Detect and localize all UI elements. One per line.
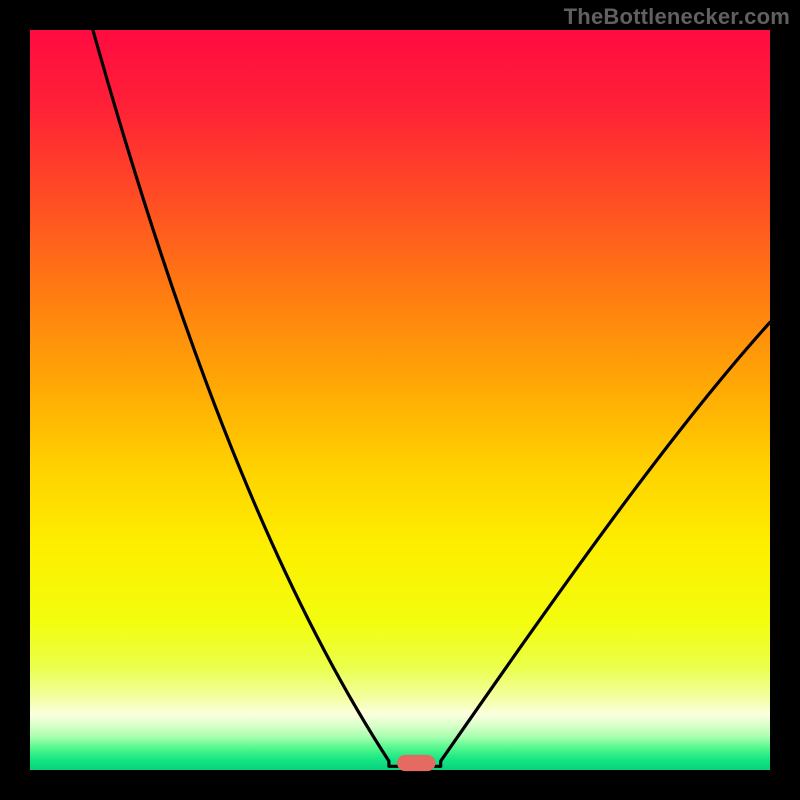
plot-area xyxy=(30,30,770,770)
optimum-marker xyxy=(397,755,435,771)
watermark-text: TheBottlenecker.com xyxy=(564,4,790,30)
bottleneck-chart xyxy=(0,0,800,800)
